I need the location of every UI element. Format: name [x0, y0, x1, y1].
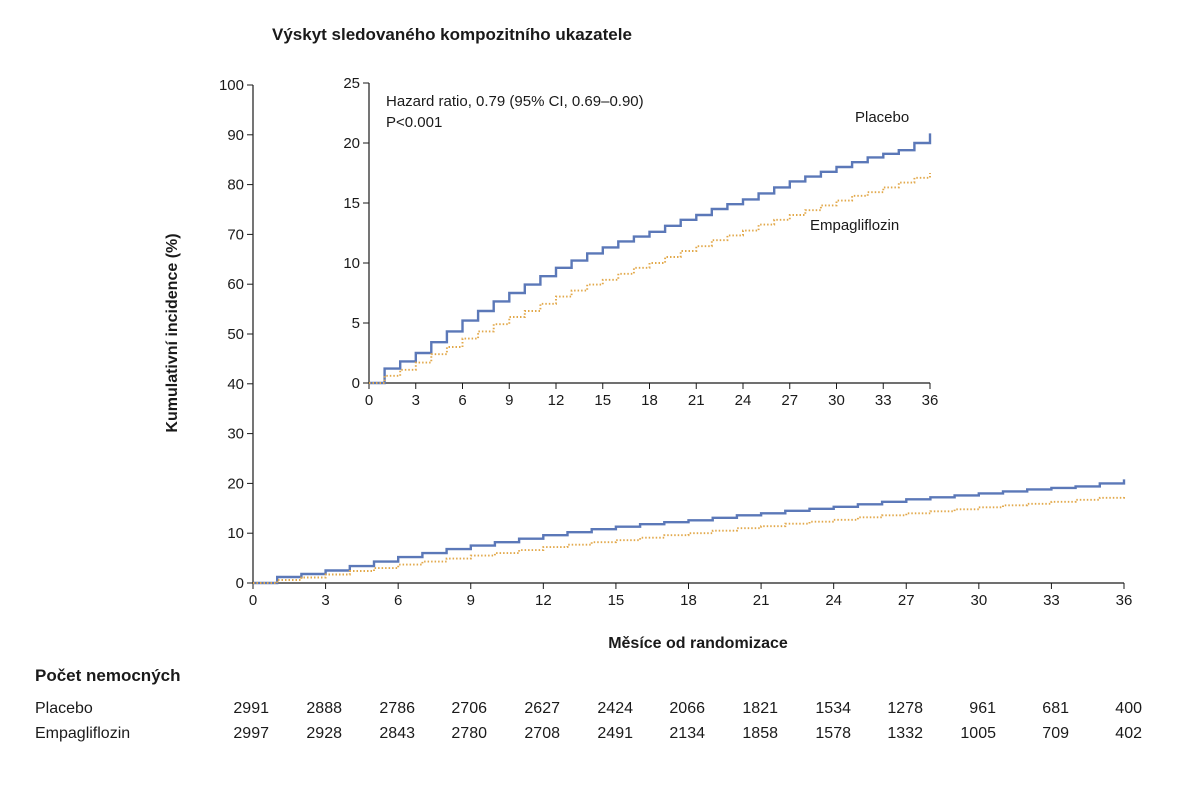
risk-count: 2786	[379, 700, 415, 717]
x-tick-label: 24	[735, 392, 752, 409]
x-tick-label: 27	[781, 392, 798, 409]
y-tick-label: 30	[227, 426, 244, 443]
risk-row-label: Empagliflozin	[35, 725, 130, 742]
x-tick-label: 36	[922, 392, 939, 409]
risk-count: 2928	[306, 725, 342, 742]
risk-count: 2491	[597, 725, 633, 742]
risk-count: 1332	[887, 725, 923, 742]
risk-count: 681	[1042, 700, 1069, 717]
y-axis-label: Kumulativní incidence (%)	[164, 233, 181, 432]
placebo-series-line	[253, 479, 1126, 585]
x-tick-label: 6	[394, 592, 402, 609]
y-tick-label: 100	[219, 77, 244, 94]
x-tick-label: 30	[970, 592, 987, 609]
risk-count: 1005	[960, 725, 996, 742]
chart-title: Výskyt sledovaného kompozitního ukazatel…	[272, 25, 632, 44]
risk-count: 2780	[451, 725, 487, 742]
y-tick-label: 10	[343, 255, 360, 272]
x-tick-label: 33	[875, 392, 892, 409]
risk-count: 1821	[742, 700, 778, 717]
x-tick-label: 18	[680, 592, 697, 609]
y-tick-label: 70	[227, 226, 244, 243]
placebo-series-line	[369, 133, 932, 385]
risk-count: 1578	[815, 725, 851, 742]
risk-count: 2706	[451, 700, 487, 717]
x-tick-label: 3	[412, 392, 420, 409]
x-tick-label: 21	[753, 592, 770, 609]
risk-count: 1278	[887, 700, 923, 717]
y-tick-label: 60	[227, 276, 244, 293]
empagliflozin-series-label: Empagliflozin	[810, 217, 899, 234]
y-tick-label: 20	[343, 135, 360, 152]
x-tick-label: 33	[1043, 592, 1060, 609]
empagliflozin-series-line	[253, 495, 1125, 584]
x-tick-label: 18	[641, 392, 658, 409]
risk-count: 402	[1115, 725, 1142, 742]
risk-count: 961	[969, 700, 996, 717]
risk-count: 2627	[524, 700, 560, 717]
y-tick-label: 90	[227, 127, 244, 144]
number-at-risk-table: Počet nemocných Placebo 2991 2888 2786 2706 2…	[35, 666, 1142, 742]
y-tick-label: 0	[352, 375, 360, 392]
y-tick-label: 25	[343, 75, 360, 92]
y-tick-label: 40	[227, 376, 244, 393]
risk-count: 2424	[597, 700, 633, 717]
x-tick-label: 9	[505, 392, 513, 409]
x-tick-label: 21	[688, 392, 705, 409]
risk-count: 2997	[233, 725, 269, 742]
x-axis-label: Měsíce od randomizace	[608, 635, 788, 652]
risk-count: 2708	[524, 725, 560, 742]
x-tick-label: 15	[594, 392, 611, 409]
y-tick-label: 80	[227, 177, 244, 194]
risk-count: 2843	[379, 725, 415, 742]
x-tick-label: 12	[535, 592, 552, 609]
x-tick-label: 30	[828, 392, 845, 409]
x-tick-label: 6	[458, 392, 466, 409]
risk-count: 1858	[742, 725, 778, 742]
placebo-series-label: Placebo	[855, 109, 909, 126]
y-tick-label: 15	[343, 195, 360, 212]
x-tick-label: 36	[1116, 592, 1133, 609]
x-tick-label: 24	[825, 592, 842, 609]
y-tick-label: 0	[236, 575, 244, 592]
risk-count: 2991	[233, 700, 269, 717]
x-tick-label: 9	[467, 592, 475, 609]
y-tick-label: 10	[227, 525, 244, 542]
risk-count: 400	[1115, 700, 1142, 717]
x-tick-label: 15	[608, 592, 625, 609]
risk-table-heading: Počet nemocných	[35, 666, 181, 685]
x-tick-label: 3	[321, 592, 329, 609]
risk-count: 2888	[306, 700, 342, 717]
y-tick-label: 20	[227, 475, 244, 492]
x-tick-label: 12	[548, 392, 565, 409]
main-plot: 0 3 6 9 12 15 18 21 24 27 30 33 36010203040506070809…	[219, 77, 1132, 609]
x-tick-label: 0	[249, 592, 257, 609]
empagliflozin-series-line	[369, 173, 931, 384]
risk-row-label: Placebo	[35, 700, 93, 717]
risk-count: 1534	[815, 700, 851, 717]
y-tick-label: 5	[352, 315, 360, 332]
risk-count: 709	[1042, 725, 1069, 742]
y-tick-label: 50	[227, 326, 244, 343]
hazard-ratio-annotation: Hazard ratio, 0.79 (95% CI, 0.69–0.90)	[386, 93, 644, 110]
x-tick-label: 27	[898, 592, 915, 609]
x-tick-label: 0	[365, 392, 373, 409]
risk-count: 2134	[669, 725, 705, 742]
risk-count: 2066	[669, 700, 705, 717]
p-value-annotation: P<0.001	[386, 114, 442, 131]
